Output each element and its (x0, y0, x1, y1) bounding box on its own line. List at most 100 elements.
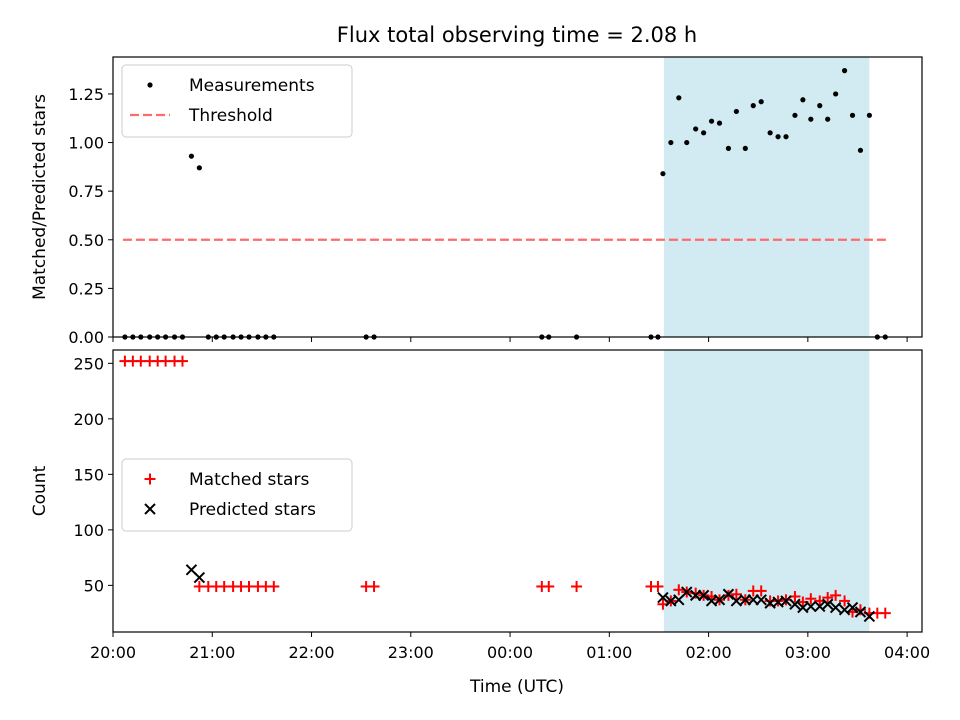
legend-marker-plus (144, 473, 156, 485)
matched-star-marker (368, 580, 380, 592)
y-tick-label: 1.00 (68, 134, 104, 153)
data-point (841, 68, 848, 74)
x-tick-label: 01:00 (586, 643, 632, 662)
data-point (866, 112, 872, 118)
data-point (660, 171, 666, 177)
data-point (783, 134, 789, 140)
matched-star-marker (543, 580, 555, 592)
data-point (792, 112, 798, 118)
predicted-star-marker (780, 595, 792, 607)
predicted-star-marker (821, 598, 834, 610)
matched-star-marker (755, 585, 767, 597)
y-tick-label: 100 (73, 521, 104, 540)
data-point (833, 91, 839, 97)
data-point (857, 147, 864, 153)
x-tick-label: 00:00 (487, 643, 533, 662)
matched-star-marker (839, 595, 851, 607)
predicted-star-marker (730, 595, 743, 607)
shaded-span (663, 350, 870, 632)
data-point (668, 139, 674, 146)
data-point (701, 130, 707, 136)
predicted-star-marker (863, 610, 876, 623)
y-tick-label: 0.50 (68, 231, 104, 250)
predicted-star-marker (854, 606, 867, 618)
legend-box (121, 64, 353, 138)
predicted-star-marker (814, 600, 826, 613)
y-tick-label: 250 (73, 354, 104, 373)
matched-star-marker (822, 592, 834, 604)
y-axis-label: Matched/Predicted stars (30, 94, 50, 300)
matched-star-marker (673, 584, 685, 596)
data-point (742, 145, 748, 151)
axes-frame (112, 349, 923, 633)
predicted-star-marker (805, 600, 817, 613)
y-axis-label: Count (30, 465, 50, 516)
y-tick-label: 200 (73, 410, 104, 429)
axes-frame (112, 56, 923, 338)
data-point (817, 103, 823, 109)
data-point (708, 118, 715, 124)
y-tick-label: 150 (73, 465, 104, 484)
predicted-star-marker (755, 594, 767, 606)
predicted-star-marker (697, 589, 710, 602)
data-point (849, 112, 856, 118)
matched-star-marker (730, 588, 742, 600)
x-axis-label: Time (UTC) (469, 677, 564, 697)
x-tick-label: 02:00 (686, 643, 732, 662)
predicted-star-marker (681, 586, 693, 598)
data-point (188, 153, 195, 159)
matched-star-marker (652, 580, 664, 592)
bottom-panel: 50 100 150 200 250 20:00 21:00 22:00 23:00 00:00 0… (30, 349, 930, 662)
x-tick-label: 23:00 (388, 643, 434, 662)
data-point (758, 99, 764, 105)
shaded-span (663, 57, 870, 337)
legend-label: Threshold (188, 106, 273, 126)
chart-title: Flux total observing time = 2.08 h (337, 23, 697, 47)
data-point (196, 165, 202, 171)
data-point (716, 120, 723, 126)
legend-marker-dot (147, 82, 153, 88)
data-point (775, 134, 781, 140)
data-point (825, 116, 831, 122)
legend-label: Predicted stars (189, 500, 316, 520)
data-point (767, 130, 773, 136)
y-tick-label: 0.00 (68, 328, 104, 347)
data-point (750, 103, 756, 109)
predicted-star-marker (789, 598, 801, 610)
matched-star-marker (268, 580, 280, 592)
predicted-star-marker (657, 591, 669, 604)
predicted-star-marker (838, 604, 851, 616)
data-point (676, 95, 682, 101)
y-tick-label: 1.25 (68, 85, 104, 104)
y-tick-label: 50 (84, 576, 104, 595)
data-point (808, 116, 814, 122)
data-point (733, 108, 739, 115)
matched-star-marker (690, 587, 702, 599)
x-tick-label: 22:00 (288, 643, 334, 662)
legend-label: Measurements (189, 76, 315, 96)
predicted-star-marker (829, 601, 842, 614)
x-tick-label: 03:00 (785, 643, 831, 662)
x-tick-label: 21:00 (189, 643, 235, 662)
top-panel: 0.00 0.25 0.50 0.75 1.00 1.25 Matched/Predicte… (30, 56, 923, 347)
matched-star-marker (571, 580, 583, 592)
matched-star-marker (854, 604, 866, 616)
legend-box (121, 458, 353, 532)
x-tick-label: 04:00 (884, 643, 930, 662)
data-point (684, 139, 690, 146)
predicted-star-marker (713, 594, 726, 606)
y-tick-label: 0.25 (68, 279, 104, 298)
matched-star-marker (176, 355, 188, 367)
predicted-star-marker (193, 571, 206, 584)
matched-star-marker (805, 593, 817, 605)
x-tick-label: 20:00 (90, 643, 136, 662)
legend-marker-x (144, 503, 156, 515)
legend-label: Matched stars (189, 470, 309, 490)
data-point (800, 97, 806, 103)
data-point (693, 126, 699, 132)
matched-star-marker (830, 589, 842, 601)
matched-star-marker (879, 607, 891, 619)
data-point (725, 145, 732, 151)
predicted-star-marker (846, 601, 859, 614)
